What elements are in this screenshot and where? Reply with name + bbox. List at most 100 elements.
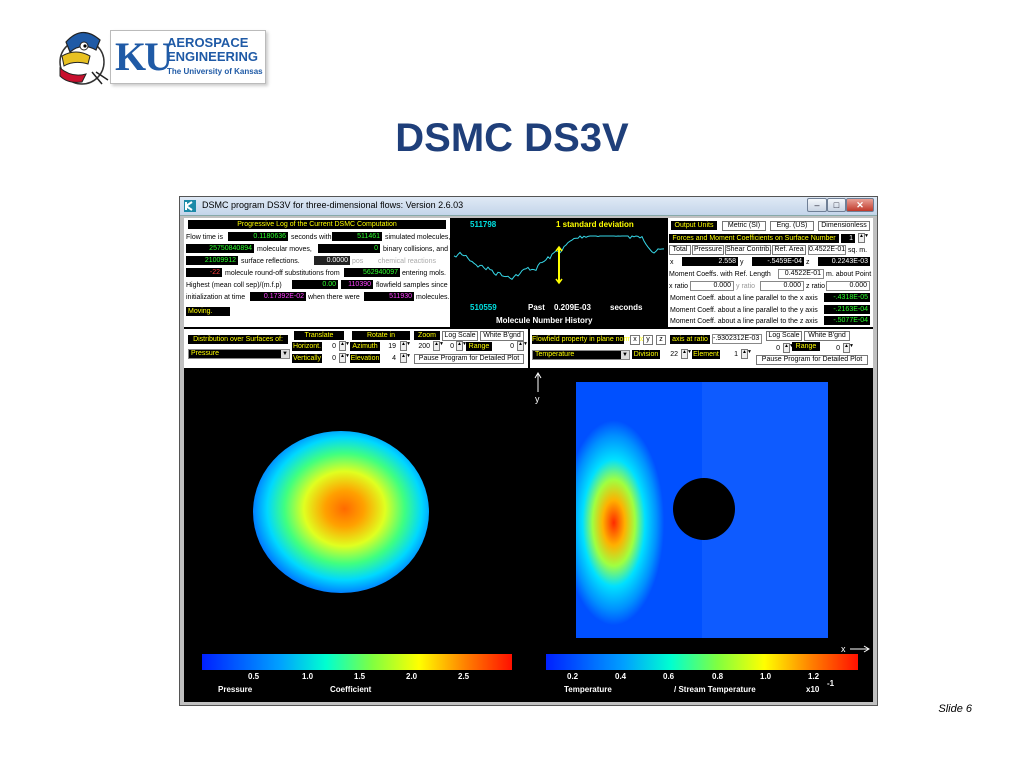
chemical-reactions-label: chemical reactions — [378, 258, 436, 265]
division-stepper[interactable]: ▲▼ — [681, 349, 692, 359]
flowfield-wake — [702, 382, 828, 638]
close-button[interactable]: ✕ — [846, 198, 874, 212]
element-value: 1 — [734, 351, 738, 358]
distribution-label: Distribution over Surfaces of: — [188, 335, 288, 344]
surface-number-stepper[interactable]: ▲▼ — [858, 233, 869, 243]
seconds-label: seconds — [610, 303, 643, 312]
init-time-label: initialization at time — [186, 294, 246, 301]
offset-stepper[interactable]: ▲▼ — [456, 341, 467, 351]
y-coeff-label: y — [740, 259, 744, 266]
flow-offset-value: 0 — [776, 345, 780, 352]
tab-ref-area[interactable]: Ref. Area — [772, 245, 806, 255]
pressure-surface — [253, 431, 429, 593]
elevation-stepper[interactable]: ▲▼ — [400, 353, 411, 363]
x-coeff-value: 2.558 — [682, 257, 738, 266]
flow-pause-detailed-plot-button[interactable]: Pause Program for Detailed Plot — [756, 355, 868, 365]
pause-detailed-plot-button[interactable]: Pause Program for Detailed Plot — [414, 354, 524, 364]
temperature-tick: 0.8 — [712, 672, 724, 681]
surface-number-value: 1 — [841, 234, 855, 243]
window-titlebar[interactable]: DSMC program DS3V for three-dimensional … — [180, 197, 877, 216]
roundoff-label: molecule round-off substitutions from — [225, 270, 340, 277]
x-axis-label: x — [841, 644, 846, 654]
ref-area-field[interactable]: 0.4522E-01 — [808, 245, 846, 255]
y-coeff-value: -.5459E-04 — [752, 257, 804, 266]
history-trace — [453, 235, 665, 285]
log-scale-button[interactable]: Log Scale — [442, 331, 478, 341]
zoom-label: Zoom — [414, 331, 440, 340]
window-title: DSMC program DS3V for three-dimensional … — [202, 200, 464, 210]
moment-x-label: Moment Coeff. about a line parallel to t… — [670, 295, 818, 302]
ku-mark: KU — [115, 34, 173, 79]
scale-label: x10 — [806, 685, 820, 694]
rotate-label: Rotate in — [352, 331, 410, 340]
flow-white-background-button[interactable]: White B'gnd — [804, 331, 850, 341]
flow-range-value: 0 — [836, 345, 840, 352]
ref-length-field[interactable]: 0.4522E-01 — [778, 269, 824, 279]
azimuth-stepper[interactable]: ▲▼ — [400, 341, 411, 351]
slide-number: Slide 6 — [938, 703, 972, 715]
temperature-label: Temperature — [564, 685, 612, 694]
minimize-button[interactable]: – — [807, 198, 827, 212]
client-area: Progressive Log of the Current DSMC Comp… — [184, 218, 873, 702]
flowfield-samples-value: 110390 — [341, 280, 373, 289]
axis-z-button[interactable]: z — [656, 335, 666, 345]
z-ratio-field[interactable]: 0.000 — [826, 281, 870, 291]
temperature-tick: 0.6 — [663, 672, 675, 681]
temperature-tick: 0.2 — [567, 672, 579, 681]
vertical-value: 0 — [332, 355, 336, 362]
output-units-label: Output Units — [671, 221, 717, 230]
zoom-stepper[interactable]: ▲▼ — [433, 341, 444, 351]
x-ratio-field[interactable]: 0.000 — [690, 281, 734, 291]
axis-ratio-field[interactable]: -.9302312E-03 — [712, 334, 762, 344]
surface-property-select[interactable]: Pressure ▼ — [188, 349, 290, 359]
range-value: 0 — [510, 343, 514, 350]
flow-range-stepper[interactable]: ▲▼ — [843, 343, 854, 353]
element-stepper[interactable]: ▲▼ — [741, 349, 752, 359]
y-axis-arrowhead — [534, 372, 542, 379]
maximize-button[interactable]: □ — [827, 198, 846, 212]
app-icon — [184, 200, 196, 212]
y-ratio-label: y ratio — [736, 283, 756, 290]
seconds-with-label: seconds with — [291, 234, 332, 241]
molecules-label: molecules. — [416, 294, 450, 301]
jayhawk-mascot-icon — [59, 31, 109, 85]
history-bottom-value: 510559 — [470, 303, 497, 312]
white-background-button[interactable]: White B'gnd — [480, 331, 524, 341]
element-label: Element — [692, 350, 720, 359]
flowfield-property-select[interactable]: Temperature ▼ — [532, 350, 630, 360]
units-english-button[interactable]: Eng. (US) — [770, 221, 814, 231]
surface-reflections-label: surface reflections. — [241, 258, 300, 265]
university-label: The University of Kansas — [167, 67, 263, 76]
ku-aerospace-logo: KU AEROSPACE ENGINEERING The University … — [52, 22, 266, 88]
y-ratio-field[interactable]: 0.000 — [760, 281, 804, 291]
horizontal-label: Horizont. — [292, 342, 322, 351]
temperature-tick: 1.0 — [760, 672, 772, 681]
chevron-down-icon: ▼ — [281, 350, 289, 358]
units-dimensionless-button[interactable]: Dimensionless — [818, 221, 870, 231]
flow-range-label: Range — [792, 342, 820, 351]
range-stepper[interactable]: ▲▼ — [517, 341, 528, 351]
surface-controls: Distribution over Surfaces of: Pressure ▼… — [184, 329, 528, 368]
units-metric-button[interactable]: Metric (SI) — [722, 221, 766, 231]
moment-z-label: Moment Coeff. about a line parallel to t… — [670, 318, 818, 325]
axis-y-button[interactable]: y — [643, 335, 653, 345]
flowfield-plane-label: Flowfield property in plane normal to — [532, 335, 645, 344]
flow-log-scale-button[interactable]: Log Scale — [766, 331, 802, 341]
flow-time-label: Flow time is — [186, 234, 223, 241]
horizontal-stepper[interactable]: ▲▼ — [339, 341, 350, 351]
tab-total[interactable]: Total — [669, 245, 691, 255]
azimuth-label: Azimuth — [350, 342, 380, 351]
tab-shear-contrib[interactable]: Shear Contrib. — [725, 245, 772, 255]
tab-pressure[interactable]: Pressure — [692, 245, 724, 255]
offset-value: 0 — [450, 343, 454, 350]
pressure-tick: 1.0 — [302, 672, 314, 681]
mcs-ratio-value: 0.00 — [292, 280, 338, 289]
axis-x-button[interactable]: x — [630, 335, 640, 345]
flow-offset-stepper[interactable]: ▲▼ — [783, 343, 794, 353]
roundoff-value: -22 — [186, 268, 222, 277]
ref-area-unit: sq. m. — [848, 247, 868, 254]
past-label: Past — [528, 303, 545, 312]
vertical-stepper[interactable]: ▲▼ — [339, 353, 350, 363]
chevron-down-icon: ▼ — [621, 351, 629, 359]
z-coeff-value: 0.2243E-03 — [818, 257, 870, 266]
